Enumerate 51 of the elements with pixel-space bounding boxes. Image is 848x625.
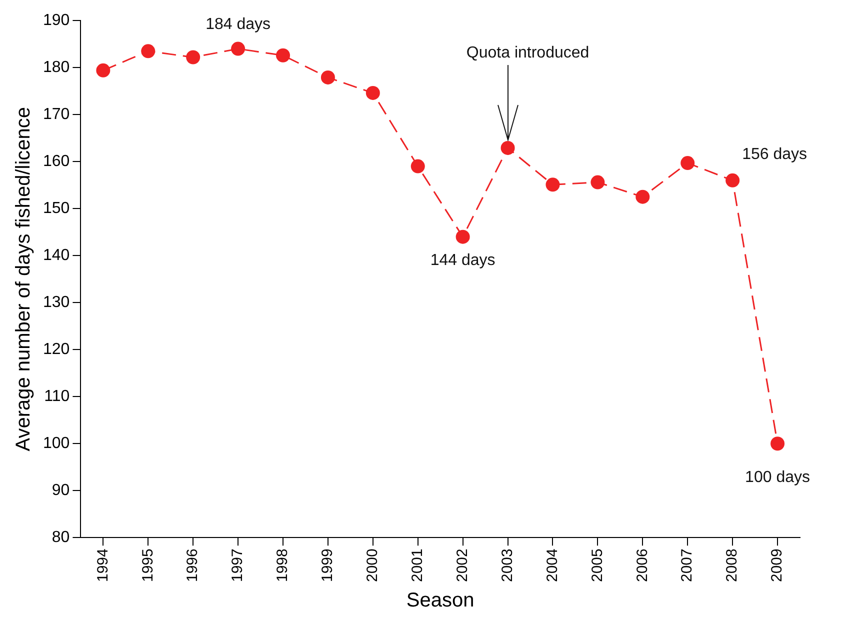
x-tick-label: 1999 [319, 548, 336, 582]
point [770, 436, 785, 451]
x-tick-label: 1996 [184, 548, 202, 582]
x-tick-label: 1998 [274, 548, 292, 582]
y-tick-label: 90 [52, 482, 70, 500]
y-axis-title: Average number of days fished/licence [12, 106, 35, 452]
y-tick-label: 170 [42, 106, 70, 124]
x-tick-label: 2002 [454, 548, 471, 582]
x-tick-label: 2006 [634, 548, 651, 582]
annotation: 184 days [206, 16, 271, 34]
x-tick-label: 1995 [139, 548, 156, 582]
point [410, 159, 425, 174]
point [500, 140, 515, 155]
y-tick-label: 130 [42, 294, 70, 312]
x-tick-label: 2004 [544, 548, 561, 582]
point [590, 175, 605, 190]
y-tick-label: 100 [42, 435, 70, 452]
y-tick-label: 160 [42, 153, 70, 170]
x-tick-label: 1994 [94, 548, 112, 582]
point [366, 86, 380, 100]
point [231, 42, 246, 56]
y-tick-label: 120 [42, 341, 70, 358]
x-tick-label: 2007 [678, 548, 696, 582]
x-axis-title: Season [406, 590, 474, 612]
point [141, 44, 156, 58]
y-tick-label: 150 [42, 200, 70, 218]
x-tick-label: 2001 [409, 548, 426, 582]
point [320, 70, 335, 84]
y-tick-label: 190 [42, 12, 70, 30]
point [456, 230, 470, 244]
y-tick-label: 110 [44, 388, 70, 406]
y-tick-label: 80 [52, 529, 70, 546]
y-tick-label: 180 [42, 59, 70, 76]
x-tick-label: 2005 [588, 548, 606, 582]
point [186, 50, 200, 64]
point [726, 173, 740, 188]
x-tick-label: 1997 [229, 548, 246, 582]
x-tick-label: 2009 [768, 548, 786, 582]
point [276, 48, 290, 62]
x-tick-label: 2000 [364, 548, 382, 582]
point [96, 63, 110, 78]
x-tick-label: 2008 [724, 548, 741, 582]
y-tick-label: 140 [42, 247, 70, 264]
annotation: 156 days [742, 146, 808, 163]
point [546, 178, 560, 192]
annotation: 144 days [430, 252, 496, 270]
annotation: 100 days [745, 469, 810, 486]
annotation: Quota introduced [466, 44, 590, 62]
x-tick-label: 2003 [498, 548, 516, 582]
point [680, 156, 695, 170]
point [636, 190, 650, 204]
